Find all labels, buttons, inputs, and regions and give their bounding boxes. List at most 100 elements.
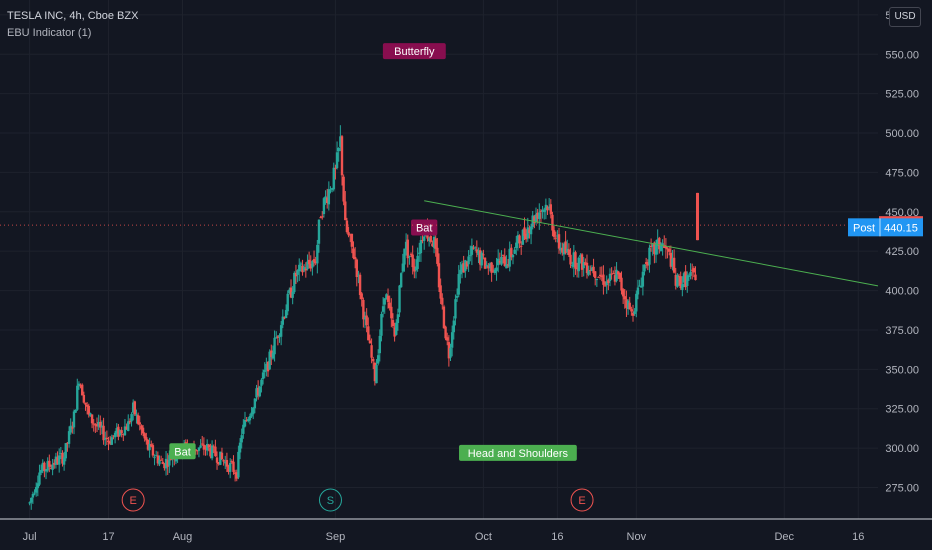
candle-body [363, 317, 367, 320]
candle-body [625, 299, 628, 308]
candle-body [94, 424, 97, 426]
candle-body [431, 243, 434, 247]
candle-body [224, 461, 227, 464]
candle-body [457, 274, 460, 295]
candle-body [256, 387, 260, 396]
candle-body [289, 287, 293, 298]
candle-body [261, 372, 265, 379]
candle-body [694, 274, 697, 281]
candle-body [695, 192, 699, 241]
candle-body [543, 209, 546, 213]
post-market-label: Post [853, 222, 875, 234]
candle-body [81, 384, 84, 396]
candle-body [44, 469, 48, 472]
candle-body [564, 241, 567, 253]
candle-body [523, 227, 526, 236]
candle-body [605, 281, 608, 286]
y-tick-label: 550.00 [885, 49, 919, 61]
candle-body [533, 216, 536, 223]
candle-body [692, 268, 696, 273]
candle-body [214, 446, 217, 457]
candle-body [482, 254, 485, 256]
candle-body [202, 444, 206, 450]
candle-body [447, 342, 451, 359]
candle-body [327, 189, 331, 205]
candle-body [271, 352, 275, 359]
candle-body [496, 258, 500, 266]
candle-body [349, 234, 352, 236]
candle-body [554, 237, 557, 239]
pattern-label-text: Head and Shoulders [468, 448, 569, 460]
candle-body [197, 447, 201, 451]
candle-body [452, 320, 455, 333]
candle-body [321, 216, 324, 218]
candle-body [631, 312, 635, 316]
symbol-title[interactable]: TESLA INC, 4h, Cboe BZX [7, 10, 139, 22]
candle-body [613, 275, 617, 282]
candle-body [409, 253, 413, 255]
candle-body [455, 296, 459, 298]
candle-body [72, 411, 76, 428]
candle-body [322, 198, 326, 215]
candle-body [67, 431, 71, 444]
candle-body [446, 337, 449, 341]
candle-body [396, 314, 400, 323]
candle-body [82, 394, 86, 403]
candle-body [590, 267, 594, 272]
candle-body [230, 461, 234, 463]
candle-body [441, 297, 444, 305]
candle-body [247, 419, 250, 422]
candle-body [352, 248, 355, 259]
candle-body [585, 262, 589, 274]
candle-body [671, 258, 674, 267]
candle-body [46, 461, 49, 471]
candle-body [459, 269, 462, 275]
candle-body [123, 426, 127, 436]
candle-body [69, 425, 72, 433]
candle-body [92, 423, 95, 425]
candle-body [672, 257, 676, 273]
currency-button[interactable]: USD [889, 7, 921, 27]
y-tick-label: 300.00 [885, 443, 919, 455]
candle-body [345, 220, 349, 233]
candle-body [460, 264, 464, 272]
candle-body [148, 444, 151, 451]
candle-body [547, 206, 551, 209]
candle-body [669, 252, 673, 267]
candle-body [582, 261, 585, 269]
candle-body [245, 420, 248, 422]
candle-body [99, 421, 102, 428]
candle-body [358, 274, 362, 296]
candles-layer [28, 125, 699, 510]
candle-body [334, 167, 337, 169]
post-market-value: 440.15 [884, 222, 918, 234]
candle-body [520, 245, 523, 247]
candle-body [115, 428, 118, 434]
candle-body [299, 263, 303, 265]
candle-body [79, 385, 82, 387]
candle-body [503, 256, 506, 267]
candle-body [163, 463, 166, 469]
candle-body [617, 271, 620, 275]
candle-body [608, 273, 612, 282]
event-marker-letter: E [578, 495, 585, 507]
candle-body [411, 254, 414, 268]
candle-body [237, 451, 240, 478]
candle-body [475, 249, 479, 253]
candle-body [539, 210, 543, 212]
candle-body [470, 246, 474, 255]
candle-body [293, 272, 296, 293]
indicator-title[interactable]: EBU Indicator (1) [7, 27, 92, 39]
candle-body [378, 335, 382, 354]
split-marker [318, 488, 342, 512]
candle-body [398, 285, 401, 313]
candle-body [454, 299, 457, 319]
candle-body [427, 238, 431, 241]
candle-body [380, 313, 383, 336]
candle-body [490, 262, 493, 273]
candle-body [156, 455, 160, 464]
candle-body [663, 245, 666, 249]
candle-body [41, 462, 44, 472]
candle-body [238, 442, 242, 453]
